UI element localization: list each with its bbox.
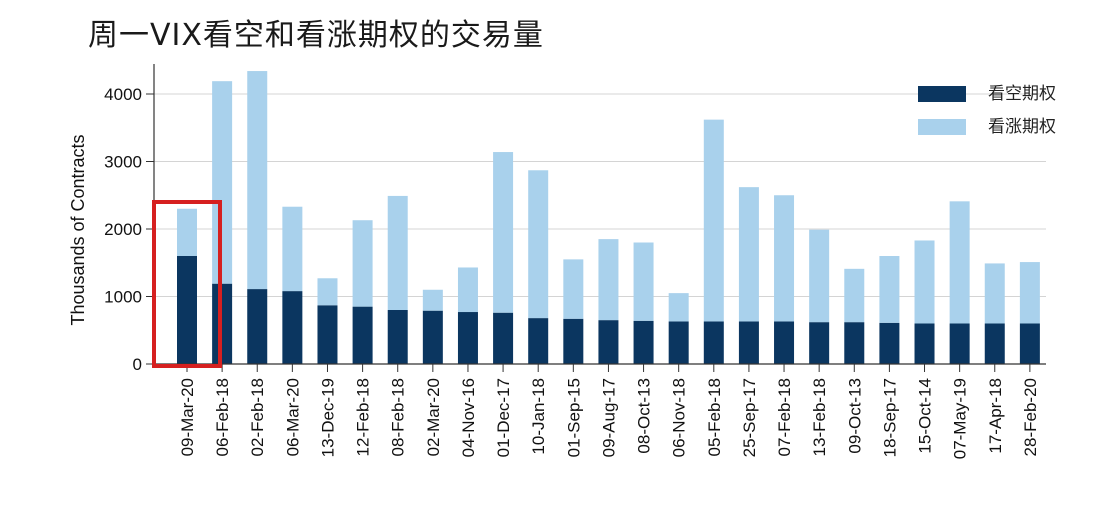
x-tick-label: 28-Feb-20 — [1021, 378, 1040, 456]
legend-swatch — [918, 119, 966, 135]
y-tick-label: 2000 — [104, 220, 142, 239]
x-tick-label: 25-Sep-17 — [740, 378, 759, 457]
y-tick-label: 0 — [133, 355, 142, 374]
y-tick-label: 4000 — [104, 85, 142, 104]
x-tick-label: 09-Aug-17 — [599, 378, 618, 457]
x-tick-label: 06-Mar-20 — [283, 378, 302, 456]
bar-call — [949, 201, 970, 324]
bar-call — [177, 208, 197, 256]
bar-call — [387, 195, 408, 310]
bar-put — [247, 289, 268, 364]
bar-call — [809, 229, 830, 323]
bar-put — [738, 321, 759, 364]
bar-put — [317, 305, 338, 364]
x-tick-label: 10-Jan-18 — [529, 378, 548, 455]
bar-call — [563, 259, 584, 319]
bar-call — [247, 71, 268, 290]
bar-put — [774, 321, 795, 364]
x-tick-label: 12-Feb-18 — [354, 378, 373, 456]
bar-put — [528, 318, 549, 364]
y-tick-label: 1000 — [104, 288, 142, 307]
gridlines — [146, 93, 1046, 365]
bar-put — [668, 321, 689, 364]
chart-title: 周一VIX看空和看涨期权的交易量 — [88, 18, 544, 53]
bar-call — [879, 256, 900, 323]
bar-put — [809, 322, 830, 364]
x-tick-label: 15-Oct-14 — [916, 378, 935, 454]
x-tick-label: 09-Oct-13 — [845, 378, 864, 454]
bar-call — [598, 239, 619, 321]
highlight-box — [152, 200, 222, 368]
x-tick-label: 01-Sep-15 — [564, 378, 583, 457]
bar-put — [914, 323, 935, 364]
x-tick-label: 13-Dec-19 — [318, 378, 337, 457]
bar-put — [212, 283, 233, 364]
y-axis-label: Thousands of Contracts — [68, 134, 88, 325]
x-tick-label: 05-Feb-18 — [705, 378, 724, 456]
bar-call — [703, 119, 724, 322]
bar-call — [457, 267, 478, 313]
x-tick-label: 07-Feb-18 — [775, 378, 794, 456]
bar-put — [1019, 323, 1040, 364]
bar-call — [844, 268, 865, 323]
bar-call — [528, 170, 549, 319]
bar-call — [984, 263, 1005, 324]
bar-put — [598, 320, 619, 364]
bar-put — [352, 306, 373, 364]
x-tick-label: 06-Nov-18 — [670, 378, 689, 457]
bar-call — [1019, 262, 1040, 324]
bar-put — [633, 320, 654, 364]
x-tick-label: 17-Apr-18 — [986, 378, 1005, 454]
x-tick-labels: 09-Mar-20 06-Feb-18 02-Feb-18 06-Mar-20 13-D… — [178, 378, 1040, 459]
legend-label: 看空期权 — [988, 84, 1056, 104]
bars — [177, 71, 1040, 372]
x-tick-label: 02-Mar-20 — [424, 378, 443, 456]
bar-call — [633, 242, 654, 321]
bar-call — [422, 289, 443, 311]
legend-label: 看涨期权 — [988, 117, 1056, 137]
y-tick-label: 3000 — [104, 153, 142, 172]
bar-call — [317, 278, 338, 306]
bar-put — [844, 322, 865, 364]
bar-put — [387, 310, 408, 364]
x-tick-label: 09-Mar-20 — [178, 378, 197, 456]
legend-swatch — [918, 86, 966, 102]
x-tick-label: 07-May-19 — [951, 378, 970, 459]
bar-put — [949, 323, 970, 364]
bar-put — [422, 310, 443, 364]
bar-call — [352, 220, 373, 307]
x-tick-label: 01-Dec-17 — [494, 378, 513, 457]
x-tick-label: 06-Feb-18 — [213, 378, 232, 456]
bar-call — [212, 81, 233, 284]
x-tick-label: 08-Feb-18 — [389, 378, 408, 456]
bar-put — [457, 312, 478, 364]
bar-call — [914, 240, 935, 324]
x-tick-label: 02-Feb-18 — [248, 378, 267, 456]
bar-put — [879, 322, 900, 364]
bar-put — [282, 291, 303, 364]
bar-put — [563, 318, 584, 364]
bar-call — [738, 187, 759, 322]
x-tick-label: 13-Feb-18 — [810, 378, 829, 456]
bar-put — [177, 256, 197, 364]
bar-call — [493, 152, 514, 313]
bar-put — [984, 323, 1005, 364]
y-tick-labels: 0 1000 2000 3000 4000 — [104, 85, 142, 374]
bar-call — [774, 195, 795, 322]
bar-put — [703, 321, 724, 364]
x-tick-label: 18-Sep-17 — [880, 378, 899, 457]
x-tick-label: 04-Nov-16 — [459, 378, 478, 457]
bar-call — [668, 293, 689, 322]
bar-call — [282, 206, 303, 292]
x-tick-label: 08-Oct-13 — [635, 378, 654, 454]
bar-put — [493, 312, 514, 364]
